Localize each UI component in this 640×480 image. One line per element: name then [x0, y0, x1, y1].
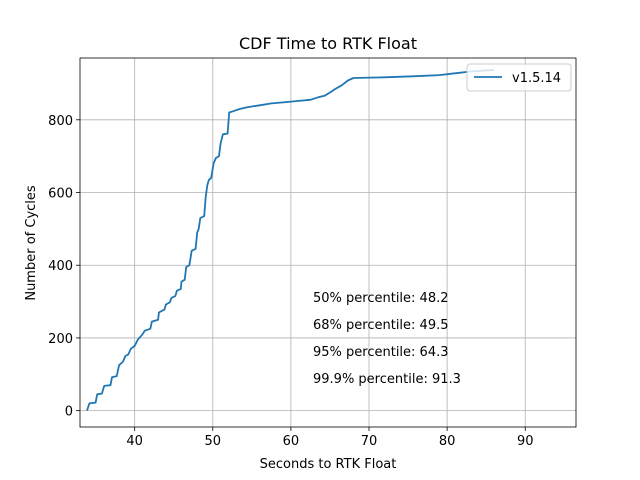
- x-tick-label: 50: [205, 434, 222, 449]
- plot-area: [79, 57, 577, 428]
- axis-ticks: 40 50 60 70 80 90 0 200 400 600 800: [48, 114, 533, 449]
- annotation-p68: 68% percentile: 49.5: [313, 318, 449, 333]
- x-tick-label: 60: [283, 434, 300, 449]
- y-tick-label: 0: [65, 405, 73, 420]
- y-tick-label: 800: [48, 114, 73, 129]
- grid: [80, 58, 576, 427]
- x-axis-label: Seconds to RTK Float: [260, 457, 397, 472]
- x-tick-label: 40: [126, 434, 143, 449]
- annotation-p95: 95% percentile: 64.3: [313, 345, 449, 360]
- y-tick-label: 600: [48, 187, 73, 202]
- y-axis-label: Number of Cycles: [24, 185, 39, 301]
- series-line: [86, 69, 495, 411]
- annotation-p50: 50% percentile: 48.2: [313, 291, 449, 306]
- y-tick-label: 400: [48, 259, 73, 274]
- x-tick-label: 90: [517, 434, 534, 449]
- annotation-p999: 99.9% percentile: 91.3: [313, 372, 461, 387]
- y-tick-label: 200: [48, 332, 73, 347]
- chart-title: CDF Time to RTK Float: [239, 34, 417, 53]
- x-tick-label: 70: [361, 434, 378, 449]
- legend-label: v1.5.14: [512, 71, 561, 86]
- legend-box: [466, 63, 572, 92]
- legend: v1.5.14: [466, 63, 572, 92]
- series-layer: [86, 69, 495, 411]
- x-tick-label: 80: [439, 434, 456, 449]
- percentile-annotations: 50% percentile: 48.2 68% percentile: 49.…: [313, 291, 461, 387]
